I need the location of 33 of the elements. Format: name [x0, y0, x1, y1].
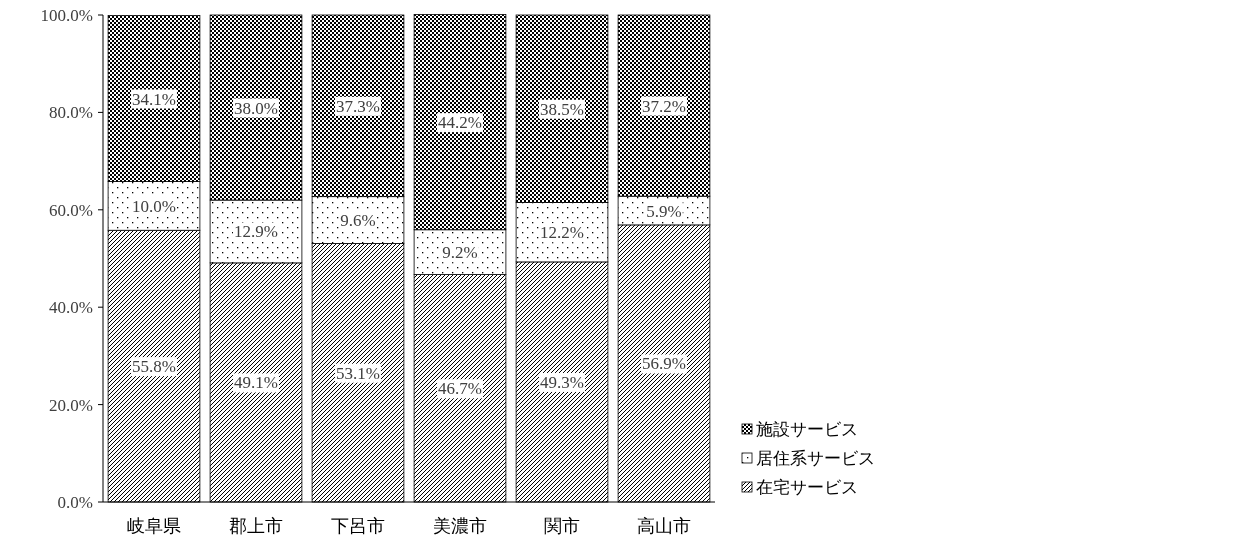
data-label: 56.9% — [642, 354, 686, 374]
data-label: 55.8% — [132, 357, 176, 377]
data-label: 9.2% — [442, 243, 478, 263]
data-label: 44.2% — [438, 113, 482, 133]
data-label: 9.6% — [340, 211, 376, 231]
x-tick-label: 郡上市 — [229, 516, 283, 536]
data-label: 37.3% — [336, 96, 380, 116]
data-label: 46.7% — [438, 379, 482, 399]
x-tick-label: 関市 — [544, 516, 580, 536]
data-label: 38.5% — [540, 99, 584, 119]
legend-label: 居住系サービス — [756, 449, 875, 468]
data-label: 53.1% — [336, 363, 380, 383]
data-label: 5.9% — [646, 201, 682, 221]
data-label: 37.2% — [642, 96, 686, 116]
x-tick-label: 高山市 — [637, 516, 691, 536]
x-tick-label: 岐阜県 — [127, 516, 181, 536]
data-label: 12.2% — [540, 223, 584, 243]
y-tick-label: 80.0% — [49, 103, 93, 123]
data-label: 49.1% — [234, 373, 278, 393]
y-tick-label: 40.0% — [49, 298, 93, 318]
x-tick-label: 下呂市 — [331, 516, 385, 536]
data-label: 10.0% — [132, 196, 176, 216]
data-label: 12.9% — [234, 222, 278, 242]
legend-label: 在宅サービス — [756, 478, 858, 497]
legend-label: 施設サービス — [756, 420, 858, 439]
data-label: 49.3% — [540, 372, 584, 392]
y-tick-label: 20.0% — [49, 395, 93, 415]
y-tick-label: 100.0% — [40, 6, 93, 25]
data-label: 38.0% — [234, 98, 278, 118]
y-tick-label: 60.0% — [49, 200, 93, 220]
x-tick-label: 美濃市 — [433, 516, 487, 536]
y-tick-label: 0.0% — [57, 493, 93, 512]
data-label: 34.1% — [132, 89, 176, 109]
